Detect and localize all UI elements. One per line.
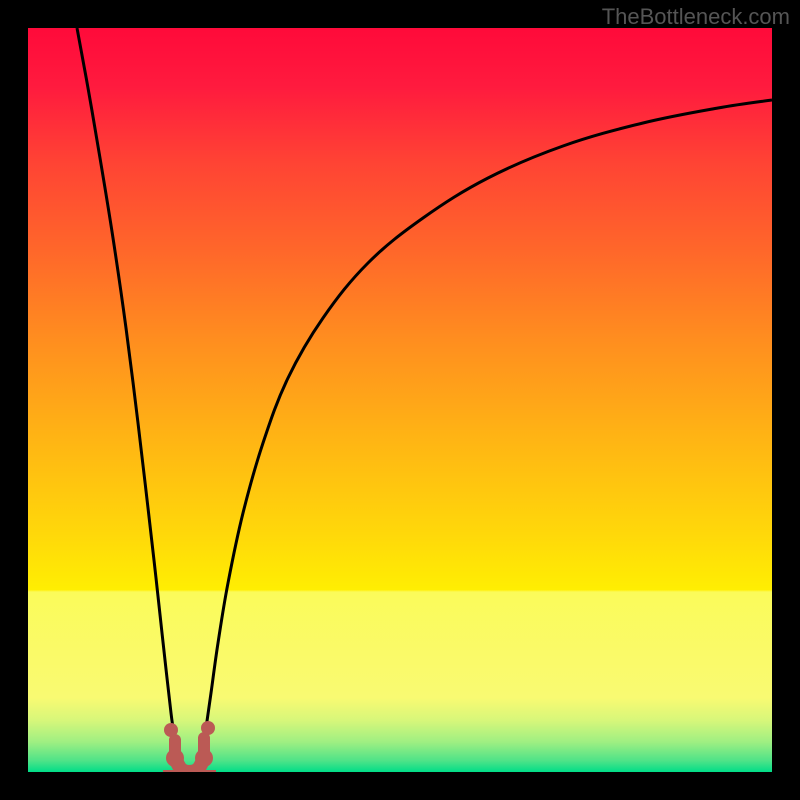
curves-layer <box>28 28 772 772</box>
marker-group <box>163 721 216 772</box>
chart-container: TheBottleneck.com <box>0 0 800 800</box>
left-curve <box>77 28 174 736</box>
right-curve <box>205 100 772 734</box>
watermark-text: TheBottleneck.com <box>602 4 790 30</box>
plot-area <box>28 28 772 772</box>
